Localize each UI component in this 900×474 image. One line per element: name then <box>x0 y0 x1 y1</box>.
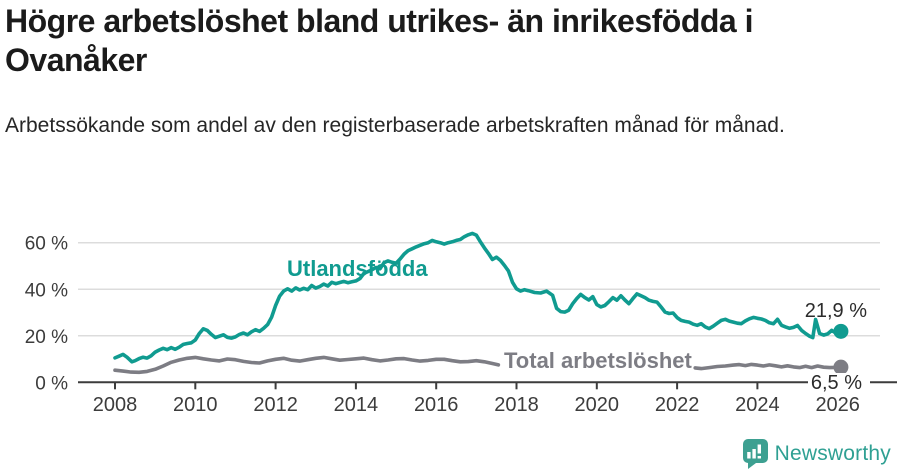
end-value-label-utlandsfodda: 21,9 % <box>805 300 867 322</box>
y-axis-tick-label: 20 % <box>25 327 68 348</box>
end-value-label-total: 6,5 % <box>811 372 862 394</box>
line-chart: 0 % 20 % 40 % 60 % 2008 2010 2012 2014 2016 2018 2… <box>25 231 897 416</box>
x-axis-tick-label: 2016 <box>414 394 459 416</box>
chart-header: Högre arbetslöshet bland utrikes- än inr… <box>0 0 900 141</box>
chart-title: Högre arbetslöshet bland utrikes- än inr… <box>5 3 754 78</box>
end-value-label-bg <box>808 373 870 394</box>
series-line-utlandsfodda <box>113 231 843 364</box>
chart-subtitle: Arbetssökande som andel av den registerb… <box>5 114 785 137</box>
series-label-utlandsfodda: Utlandsfödda <box>287 256 428 281</box>
series-line-total <box>113 355 501 375</box>
x-axis-tick-label: 2008 <box>93 394 138 416</box>
series-label-total: Total arbetslöshet <box>504 348 693 373</box>
x-axis-tick-label: 2022 <box>655 394 700 416</box>
x-axis-tick-label: 2024 <box>735 394 780 416</box>
brand-name: Newsworthy <box>774 442 891 465</box>
series-line-total <box>693 362 843 371</box>
series-end-dot-utlandsfodda <box>833 323 849 339</box>
newsworthy-logo-icon <box>742 439 768 469</box>
y-axis-tick-label: 40 % <box>25 280 68 301</box>
x-axis-tick-label: 2012 <box>253 394 298 416</box>
x-axis-tick-label: 2010 <box>173 394 218 416</box>
brand-footer: Newsworthy <box>742 438 891 470</box>
series-end-dot-total <box>833 359 849 375</box>
y-axis-tick-label: 60 % <box>25 234 68 255</box>
x-axis-tick-label: 2018 <box>494 394 539 416</box>
y-axis-tick-label: 0 % <box>35 373 68 394</box>
x-axis-tick-label: 2014 <box>334 394 379 416</box>
x-axis-tick-label: 2020 <box>575 394 620 416</box>
x-axis-tick-label: 2026 <box>815 394 860 416</box>
